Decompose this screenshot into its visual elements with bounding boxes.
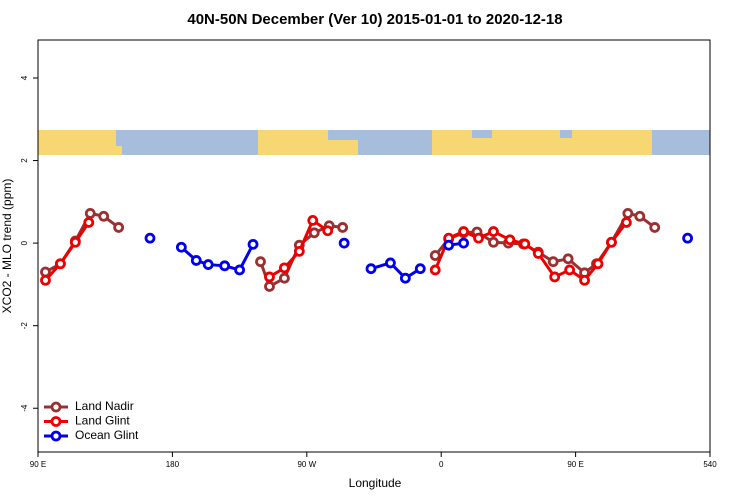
- point: [234, 264, 246, 276]
- point: [649, 222, 661, 233]
- point: [322, 225, 334, 237]
- point: [429, 250, 441, 261]
- point: [443, 239, 455, 251]
- x-tick-label: 90 E: [567, 460, 583, 469]
- point: [579, 274, 590, 286]
- point: [307, 215, 319, 226]
- point: [83, 217, 95, 228]
- x-axis-label: Longitude: [349, 476, 402, 490]
- point: [293, 245, 305, 257]
- y-tick-label: 0: [20, 240, 29, 245]
- series-line: [44, 211, 656, 289]
- y-tick-label: 2: [20, 158, 29, 163]
- point: [504, 234, 516, 246]
- point: [634, 210, 646, 222]
- point: [264, 271, 275, 283]
- point: [549, 271, 561, 283]
- legend-marker: [50, 416, 62, 427]
- point: [264, 281, 275, 292]
- point: [488, 226, 499, 237]
- y-axis-label: XCO2 - MLO trend (ppm): [0, 179, 14, 314]
- point: [547, 256, 559, 268]
- point: [338, 237, 350, 249]
- point: [414, 263, 426, 275]
- point: [308, 227, 320, 239]
- point: [399, 272, 411, 284]
- point: [564, 264, 576, 276]
- point: [337, 222, 349, 233]
- point: [429, 264, 441, 276]
- point: [219, 260, 231, 272]
- point: [175, 241, 187, 253]
- legend-label: Ocean Glint: [75, 428, 139, 442]
- x-tick-label: 540: [703, 460, 717, 469]
- x-tick-label: 90 E: [30, 460, 46, 469]
- point: [532, 248, 544, 259]
- point: [519, 238, 531, 250]
- point: [365, 263, 377, 275]
- y-tick-label: -4: [20, 404, 29, 412]
- point: [55, 258, 66, 270]
- point: [385, 257, 396, 269]
- legend-marker: [50, 430, 62, 442]
- x-tick-label: 180: [166, 460, 180, 469]
- point: [606, 236, 617, 248]
- point: [84, 207, 96, 219]
- point: [278, 272, 290, 284]
- point: [98, 210, 110, 222]
- point: [458, 237, 470, 249]
- point: [682, 232, 693, 244]
- point: [620, 217, 632, 228]
- point: [40, 274, 51, 286]
- map-strip: [38, 130, 710, 155]
- plot-frame: [37, 39, 711, 453]
- point: [40, 266, 51, 278]
- point: [562, 253, 574, 265]
- point: [278, 262, 290, 274]
- point: [69, 236, 81, 248]
- chart-title: 40N-50N December (Ver 10) 2015-01-01 to …: [187, 11, 562, 28]
- point: [622, 207, 634, 219]
- legend-marker: [50, 401, 62, 413]
- point: [255, 256, 266, 268]
- point: [190, 255, 202, 266]
- point: [202, 259, 214, 270]
- legend-label: Land Nadir: [75, 399, 134, 413]
- legend-label: Land Glint: [75, 414, 130, 428]
- y-tick-label: 4: [20, 75, 29, 80]
- point: [592, 258, 604, 270]
- point: [488, 236, 499, 248]
- x-tick-label: 0: [439, 460, 444, 469]
- x-tick-label: 90 W: [297, 460, 316, 469]
- point: [113, 222, 125, 233]
- y-tick-label: -2: [20, 322, 29, 330]
- point: [144, 232, 156, 244]
- point: [458, 226, 470, 237]
- point: [473, 232, 484, 244]
- point: [247, 238, 259, 250]
